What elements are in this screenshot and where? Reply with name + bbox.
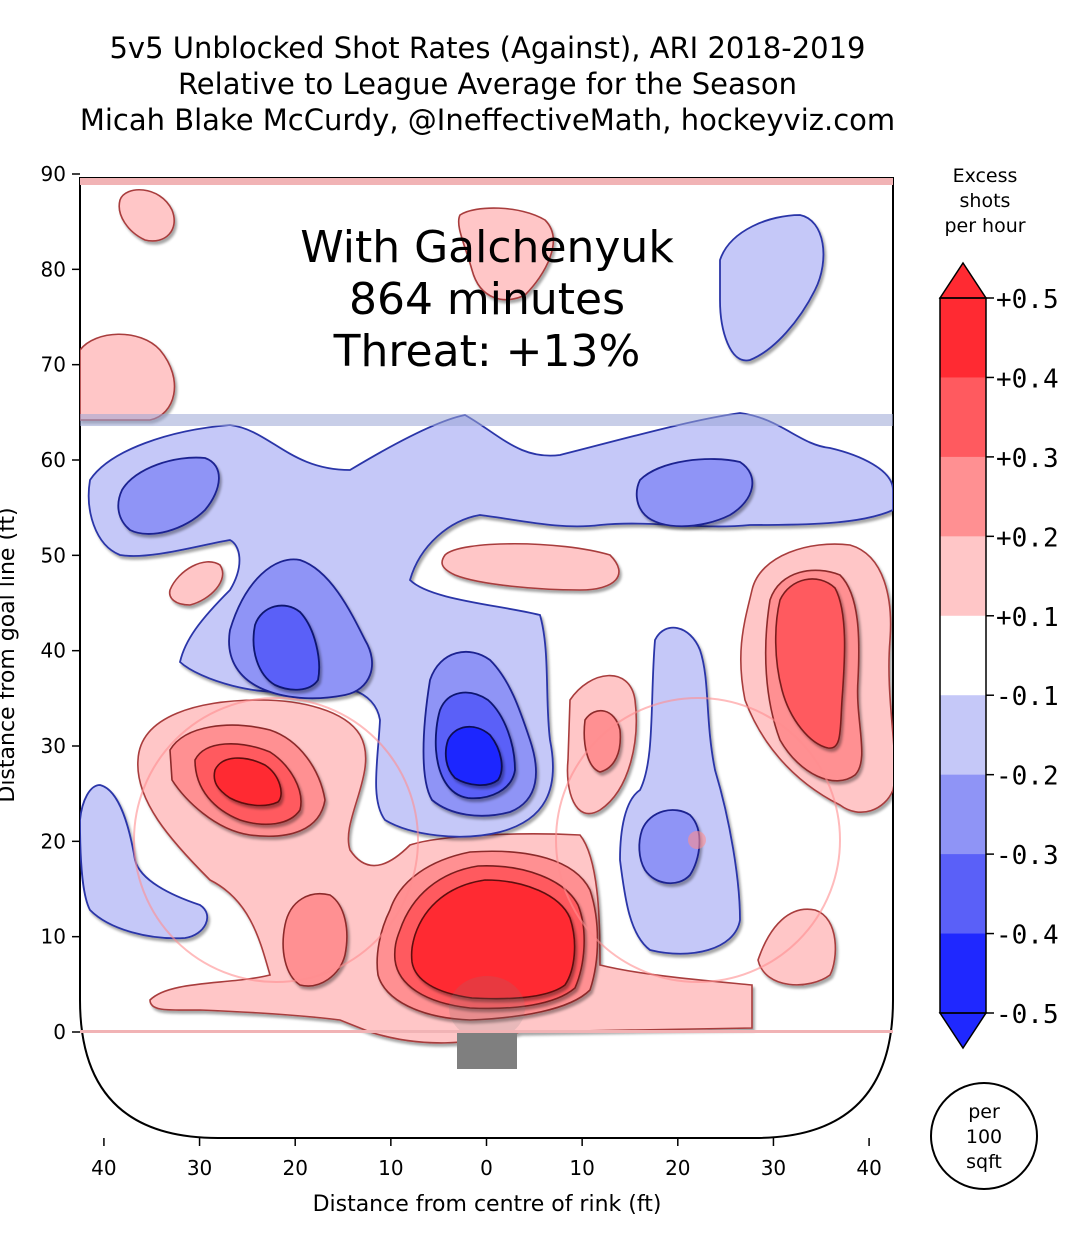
red-line	[80, 178, 893, 185]
faceoff-dot-right	[688, 831, 706, 849]
x-axis-label: Distance from centre of rink (ft)	[313, 1192, 662, 1217]
y-tick-label: 70	[41, 353, 66, 377]
badge-text-line: sqft	[966, 1151, 1002, 1173]
heatmap-contours	[80, 188, 893, 1044]
contour-blue-high-left-circle	[252, 604, 320, 691]
contour-red-top-center	[457, 207, 555, 301]
badge-circle	[930, 1082, 1038, 1190]
colorbar-tick-label: +0.1	[996, 603, 1059, 633]
goal-crease	[449, 976, 525, 1040]
x-axis: 40 30 20 10 0 10 20 30 40 Distance from centre o…	[91, 1138, 882, 1217]
contour-red-mid-right-circle	[583, 709, 622, 773]
colorbar-tick-label: +0.2	[996, 523, 1059, 553]
blue-line	[80, 414, 893, 426]
y-tick-label: 40	[41, 639, 66, 663]
y-tick-label: 80	[41, 257, 66, 281]
colorbar-tick-label: -0.2	[996, 762, 1059, 792]
colorbar-tick-label: +0.4	[996, 364, 1059, 394]
colorbar-title-line: shots	[960, 190, 1011, 212]
contour-red-peak-low-slot	[410, 879, 576, 1000]
y-tick-label: 0	[53, 1020, 66, 1044]
colorbar-band	[940, 615, 986, 696]
contour-blue-peak-slot	[444, 726, 503, 786]
colorbar-tick-label: -0.1	[996, 682, 1059, 712]
faceoff-circle-right	[555, 697, 841, 983]
title-line-1: 5v5 Unblocked Shot Rates (Against), ARI …	[109, 31, 866, 65]
y-axis: 0 10 20 30 40 50 60 70 80 90 Distance from goal l…	[0, 162, 80, 1044]
contour-blue-top-right	[719, 214, 825, 362]
colorbar-band	[940, 536, 986, 617]
contour-red-peak-left-circle	[213, 757, 282, 807]
colorbar-tick-label: -0.4	[996, 921, 1059, 951]
badge-text-line: 100	[966, 1126, 1002, 1148]
x-tick-label: 30	[761, 1156, 786, 1180]
colorbar-band	[940, 774, 986, 855]
colorbar-band	[940, 298, 986, 378]
colorbar: Excess shots per hour +0.5 +0.4 +0.3 +0.2 +0.1…	[938, 165, 1059, 1050]
y-tick-label: 50	[41, 543, 66, 567]
annotation-line-3: Threat: +13%	[333, 326, 641, 377]
colorbar-band	[940, 933, 986, 1014]
title-line-3: Micah Blake McCurdy, @IneffectiveMath, h…	[79, 103, 896, 137]
colorbar-tick-label: -0.3	[996, 841, 1059, 871]
x-tick-label: 40	[856, 1156, 881, 1180]
x-tick-label: 10	[378, 1156, 403, 1180]
contour-red-high-slot	[441, 542, 620, 591]
colorbar-band	[940, 695, 986, 776]
x-tick-label: 20	[665, 1156, 690, 1180]
colorbar-title-line: per hour	[944, 215, 1025, 237]
colorbar-tick-label: +0.3	[996, 444, 1059, 474]
colorbar-tick-label: -0.5	[996, 1000, 1059, 1030]
colorbar-extend-top	[938, 261, 988, 299]
y-axis-label: Distance from goal line (ft)	[0, 507, 20, 802]
x-tick-label: 0	[480, 1156, 493, 1180]
title-line-2: Relative to League Average for the Seaso…	[177, 67, 798, 101]
contour-blue-left-low	[80, 784, 209, 940]
x-tick-label: 20	[282, 1156, 307, 1180]
colorbar-title-line: Excess	[953, 165, 1018, 187]
faceoff-circle-left	[133, 697, 419, 983]
annotation-line-2: 864 minutes	[349, 274, 625, 325]
colorbar-frame	[939, 297, 987, 1014]
y-tick-label: 10	[41, 925, 66, 949]
contour-red-mid-left-low	[282, 893, 348, 987]
x-tick-label: 10	[569, 1156, 594, 1180]
y-tick-label: 60	[41, 448, 66, 472]
badge-text-line: per	[968, 1101, 1000, 1123]
chart-title: 5v5 Unblocked Shot Rates (Against), ARI …	[0, 30, 975, 138]
y-tick-label: 30	[41, 734, 66, 758]
contour-blue-mid-right	[638, 809, 701, 884]
contour-blue-mid-right-top	[635, 458, 754, 528]
contour-red-right-low	[757, 908, 837, 986]
y-tick-label: 90	[41, 162, 66, 186]
contour-red-small-left	[168, 561, 224, 606]
annotation-line-1: With Galchenyuk	[300, 222, 674, 273]
goal-net	[457, 1033, 517, 1069]
contour-red-high-right-wing	[774, 578, 846, 749]
goal-line	[80, 1030, 893, 1033]
colorbar-tick-label: +0.5	[996, 285, 1059, 315]
y-tick-label: 20	[41, 829, 66, 853]
colorbar-band	[940, 377, 986, 458]
colorbar-band	[940, 456, 986, 537]
per-sqft-badge: per 100 sqft	[930, 1082, 1038, 1190]
contour-blue-mid-left-top	[117, 456, 220, 535]
colorbar-band	[940, 854, 986, 935]
annotation: With Galchenyuk 864 minutes Threat: +13%	[300, 222, 674, 377]
colorbar-extend-bottom	[938, 1012, 988, 1050]
x-tick-label: 40	[91, 1156, 116, 1180]
contour-red-top-left	[118, 188, 175, 242]
x-tick-label: 30	[187, 1156, 212, 1180]
